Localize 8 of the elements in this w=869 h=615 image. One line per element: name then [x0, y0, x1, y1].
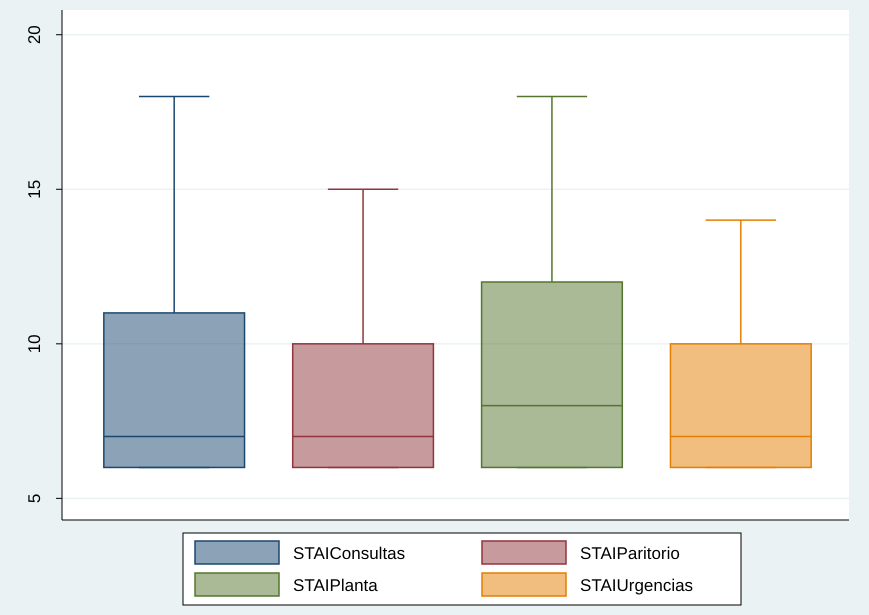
y-tick-label: 20	[25, 25, 44, 44]
y-tick-label: 15	[25, 180, 44, 199]
legend-label: STAIUrgencias	[580, 576, 694, 595]
y-tick-label: 5	[25, 494, 44, 504]
legend-label: STAIConsultas	[293, 544, 406, 563]
y-tick-label: 10	[25, 334, 44, 354]
legend-label: STAIParitorio	[580, 544, 680, 563]
legend-label: STAIPlanta	[293, 576, 378, 595]
